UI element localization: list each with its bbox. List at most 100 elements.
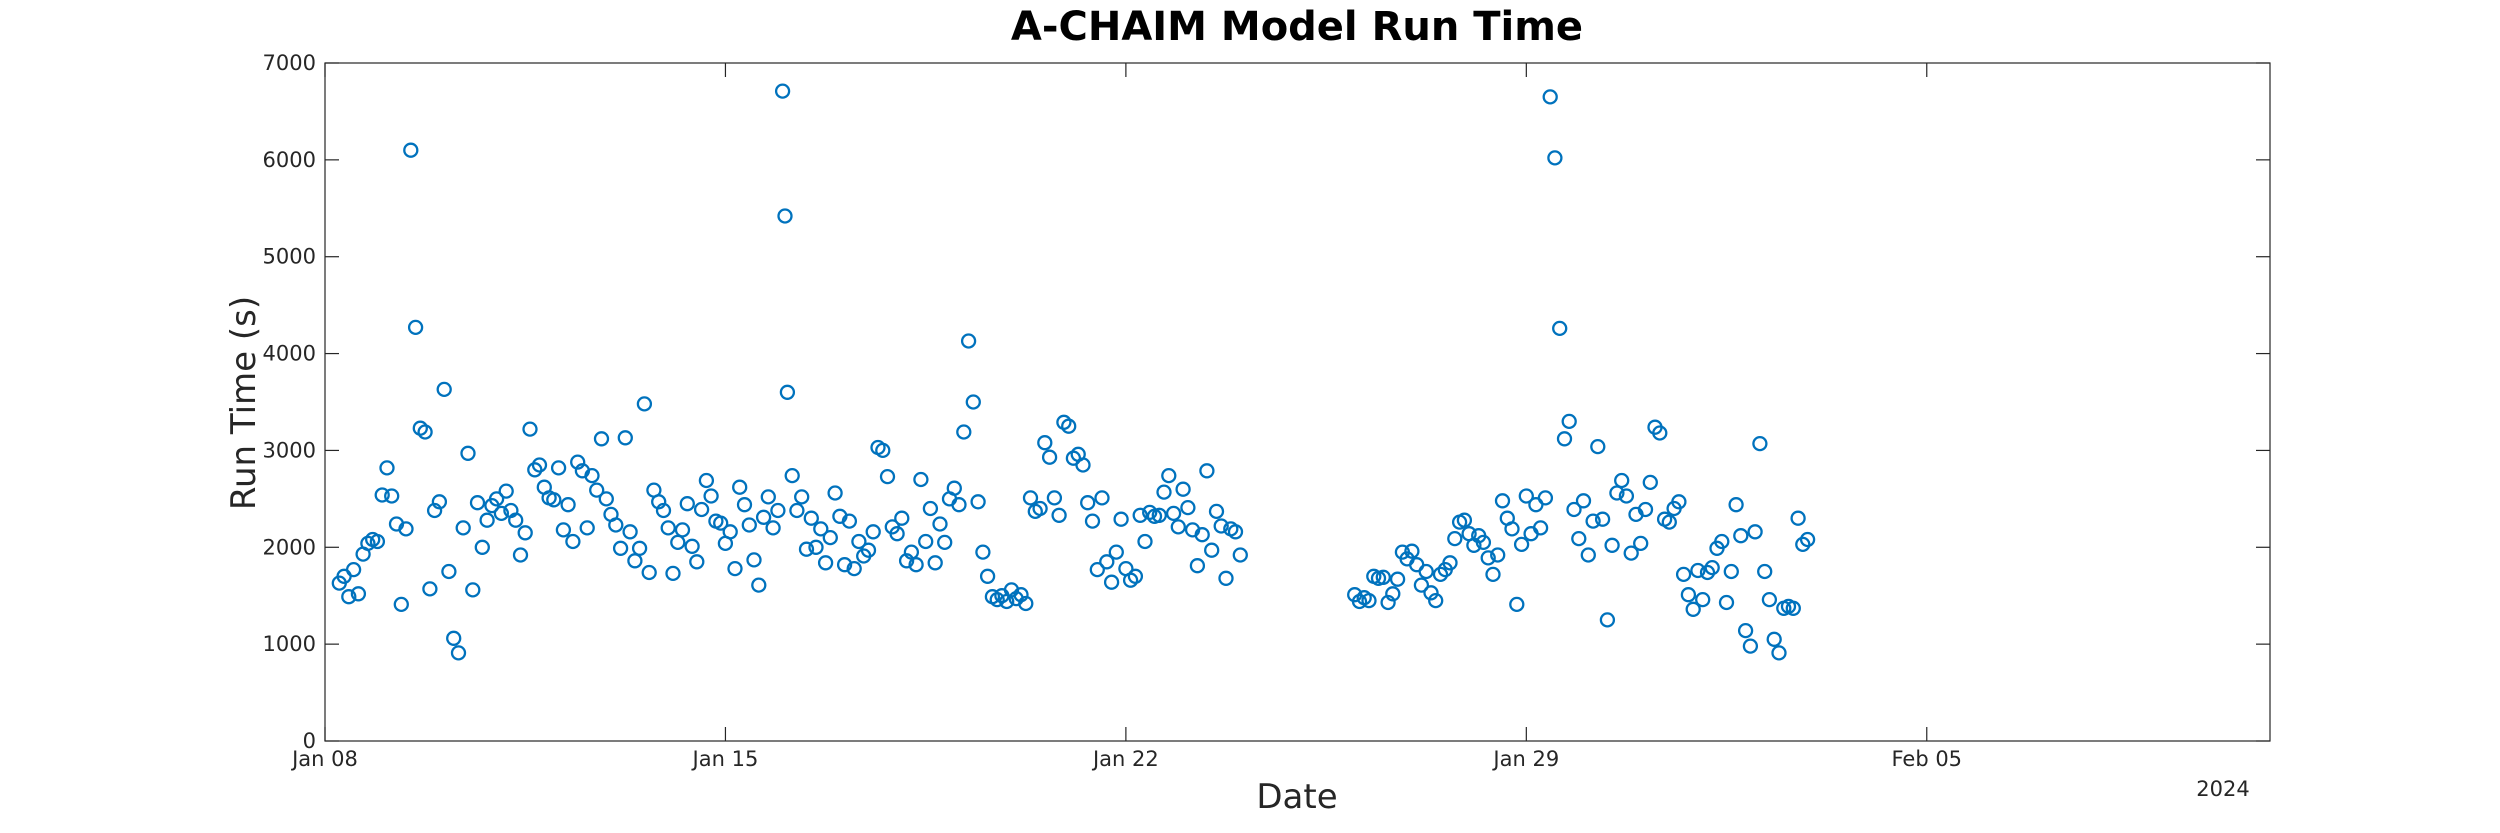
data-point <box>584 467 600 484</box>
x-tick-label: Jan 22 <box>1091 747 1159 771</box>
data-point <box>1737 622 1754 639</box>
data-point <box>422 581 438 597</box>
data-point <box>1571 530 1587 547</box>
y-tick-label: 1000 <box>263 632 316 656</box>
data-point <box>1213 518 1229 534</box>
data-point <box>1375 569 1391 585</box>
data-point <box>469 495 486 511</box>
data-point <box>465 582 481 598</box>
data-point <box>1704 559 1720 576</box>
data-point <box>1599 612 1616 628</box>
data-point <box>1590 438 1606 455</box>
data-point <box>1556 431 1573 447</box>
data-point <box>455 520 471 536</box>
data-point <box>527 462 543 478</box>
data-point <box>1165 505 1182 522</box>
data-point <box>746 552 762 568</box>
data-point <box>560 497 576 513</box>
data-point <box>1532 520 1549 536</box>
data-point <box>1442 555 1458 571</box>
data-point <box>1547 150 1563 166</box>
data-point <box>641 564 657 581</box>
data-point <box>1799 531 1816 548</box>
data-point <box>803 510 819 526</box>
data-point <box>1361 592 1377 609</box>
data-point <box>1795 536 1811 553</box>
data-point <box>1389 571 1406 587</box>
data-point <box>474 539 490 555</box>
data-point <box>1094 490 1110 506</box>
y-tick-label: 2000 <box>263 535 316 559</box>
data-point <box>446 630 462 646</box>
data-point <box>727 560 743 577</box>
data-point <box>1037 435 1053 451</box>
data-point <box>1790 510 1806 526</box>
data-point <box>1447 530 1463 547</box>
data-point <box>1204 542 1220 558</box>
data-point <box>608 517 624 533</box>
x-axis-year-label: 2024 <box>2196 777 2249 801</box>
data-point <box>965 394 981 410</box>
data-point <box>937 534 953 551</box>
data-point <box>1690 562 1706 579</box>
y-tick-label: 0 <box>303 729 316 753</box>
data-point <box>922 500 939 517</box>
x-tick-label: Jan 08 <box>290 747 358 771</box>
data-point <box>589 482 605 498</box>
data-point <box>698 472 715 489</box>
data-point <box>1061 418 1077 434</box>
data-point <box>1566 501 1582 518</box>
data-point <box>1170 519 1186 535</box>
data-point <box>1103 574 1120 590</box>
data-point <box>1542 89 1558 105</box>
data-point <box>1428 592 1444 609</box>
data-point <box>760 489 776 505</box>
data-point <box>517 525 533 541</box>
data-point <box>1723 563 1739 580</box>
data-point <box>722 524 738 540</box>
data-point <box>522 421 538 437</box>
data-point <box>1623 545 1639 561</box>
data-point <box>927 555 943 571</box>
y-tick-label: 3000 <box>263 438 316 462</box>
data-point <box>1614 472 1630 489</box>
data-point <box>755 509 772 525</box>
data-point <box>1699 564 1716 581</box>
data-point <box>779 384 796 400</box>
data-point <box>770 502 786 519</box>
data-point <box>951 497 967 513</box>
data-point <box>836 557 853 573</box>
data-point <box>741 517 757 533</box>
data-point <box>946 480 962 496</box>
data-point <box>660 520 676 536</box>
data-point <box>960 333 977 349</box>
data-point <box>822 529 838 546</box>
data-point <box>1733 528 1749 544</box>
data-point <box>379 460 395 476</box>
x-tick-label: Jan 15 <box>691 747 759 771</box>
data-point <box>1652 425 1668 441</box>
data-point <box>1113 511 1129 527</box>
data-point <box>655 502 672 519</box>
data-point <box>1227 524 1244 540</box>
data-point <box>493 505 510 522</box>
data-point <box>441 563 457 580</box>
data-point <box>794 489 810 505</box>
data-point <box>932 516 948 532</box>
data-point <box>1404 543 1420 559</box>
data-point <box>713 515 729 531</box>
data-point <box>393 596 409 613</box>
data-point <box>570 454 586 470</box>
data-point <box>617 430 633 446</box>
data-point <box>345 561 362 578</box>
data-point <box>488 491 505 507</box>
data-point <box>417 424 433 440</box>
data-point <box>622 524 638 540</box>
data-point <box>593 431 610 447</box>
data-point <box>1618 488 1635 504</box>
data-point <box>350 586 367 602</box>
data-point <box>1718 594 1735 611</box>
data-point <box>1084 513 1101 529</box>
data-point <box>1161 467 1177 484</box>
data-point <box>736 497 753 513</box>
